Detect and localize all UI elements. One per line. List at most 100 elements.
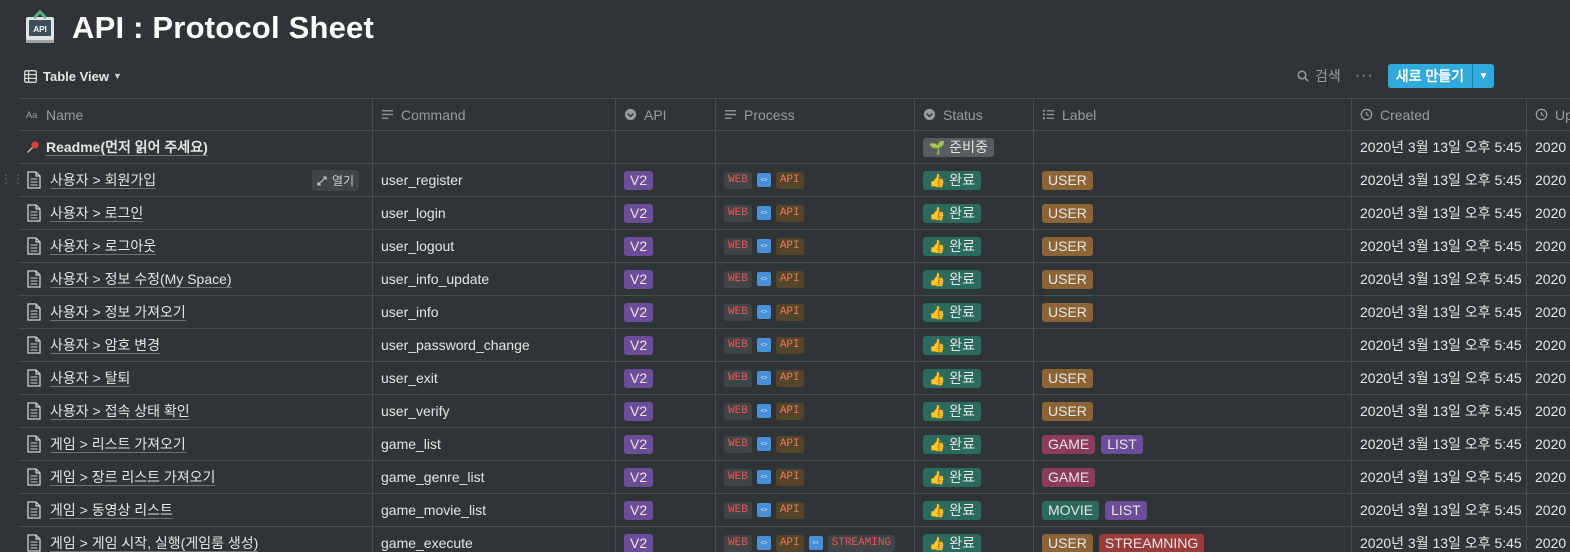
row-title[interactable]: 게임 > 게임 시작, 실행(게임룸 생성) — [50, 534, 259, 552]
label-cell[interactable]: GAME LIST — [1034, 428, 1352, 460]
table-row[interactable]: 게임 > 장르 리스트 가져오기 game_genre_list V2 WEB ⇔ API… — [18, 461, 1570, 494]
updated-cell[interactable]: 2020 — [1527, 131, 1570, 163]
created-cell[interactable]: 2020년 3월 13일 오후 5:45 — [1352, 428, 1527, 460]
table-row[interactable]: 게임 > 게임 시작, 실행(게임룸 생성) game_execute V2 WEB ⇔… — [18, 527, 1570, 552]
process-cell[interactable]: WEB ⇔ API — [716, 428, 915, 460]
label-cell[interactable]: USER — [1034, 197, 1352, 229]
table-row[interactable]: ⋮⋮ 사용자 > 회원가입 열기 user_register V2 WEB ⇔ API 👍 완료 U… — [0, 164, 1570, 197]
process-cell[interactable] — [716, 131, 915, 163]
updated-cell[interactable]: 2020 — [1527, 329, 1570, 361]
status-cell[interactable]: 👍 완료 — [915, 329, 1034, 361]
column-header-label[interactable]: Label — [1034, 99, 1352, 130]
name-cell[interactable]: 게임 > 동영상 리스트 — [18, 494, 373, 526]
column-header-process[interactable]: Process — [716, 99, 915, 130]
created-cell[interactable]: 2020년 3월 13일 오후 5:45 — [1352, 395, 1527, 427]
created-cell[interactable]: 2020년 3월 13일 오후 5:45 — [1352, 461, 1527, 493]
row-title[interactable]: 게임 > 동영상 리스트 — [50, 501, 173, 519]
label-cell[interactable] — [1034, 329, 1352, 361]
created-cell[interactable]: 2020년 3월 13일 오후 5:45 — [1352, 329, 1527, 361]
command-cell[interactable]: game_list — [373, 428, 616, 460]
name-cell[interactable]: 게임 > 리스트 가져오기 — [18, 428, 373, 460]
name-cell[interactable]: 사용자 > 정보 가져오기 — [18, 296, 373, 328]
api-cell[interactable]: V2 — [616, 362, 716, 394]
row-title[interactable]: 사용자 > 로그아웃 — [50, 237, 157, 255]
api-cell[interactable]: V2 — [616, 197, 716, 229]
command-cell[interactable]: game_execute — [373, 527, 616, 552]
name-cell[interactable]: Readme(먼저 읽어 주세요) — [18, 131, 373, 163]
table-row[interactable]: 사용자 > 탈퇴 user_exit V2 WEB ⇔ API 👍 완료 USER 2020년 3… — [18, 362, 1570, 395]
name-cell[interactable]: 사용자 > 접속 상태 확인 — [18, 395, 373, 427]
command-cell[interactable]: user_info_update — [373, 263, 616, 295]
updated-cell[interactable]: 2020 — [1527, 263, 1570, 295]
created-cell[interactable]: 2020년 3월 13일 오후 5:45 — [1352, 527, 1527, 552]
open-button[interactable]: 열기 — [312, 170, 360, 191]
updated-cell[interactable]: 2020 — [1527, 197, 1570, 229]
process-cell[interactable]: WEB ⇔ API — [716, 263, 915, 295]
label-cell[interactable]: USER — [1034, 395, 1352, 427]
table-row[interactable]: 사용자 > 로그아웃 user_logout V2 WEB ⇔ API 👍 완료 USER 202… — [18, 230, 1570, 263]
created-cell[interactable]: 2020년 3월 13일 오후 5:45 — [1352, 131, 1527, 163]
api-cell[interactable] — [616, 131, 716, 163]
created-cell[interactable]: 2020년 3월 13일 오후 5:45 — [1352, 230, 1527, 262]
process-cell[interactable]: WEB ⇔ API — [716, 461, 915, 493]
updated-cell[interactable]: 2020 — [1527, 395, 1570, 427]
table-row[interactable]: 사용자 > 암호 변경 user_password_change V2 WEB ⇔ API… — [18, 329, 1570, 362]
search-button[interactable]: 검색 — [1297, 66, 1341, 86]
view-switcher[interactable]: Table View ▼ — [24, 66, 122, 86]
created-cell[interactable]: 2020년 3월 13일 오후 5:45 — [1352, 494, 1527, 526]
row-title[interactable]: 사용자 > 암호 변경 — [50, 336, 161, 354]
table-row[interactable]: 사용자 > 정보 수정(My Space) user_info_update V2 W… — [18, 263, 1570, 296]
created-cell[interactable]: 2020년 3월 13일 오후 5:45 — [1352, 164, 1527, 196]
created-cell[interactable]: 2020년 3월 13일 오후 5:45 — [1352, 197, 1527, 229]
status-cell[interactable]: 👍 완료 — [915, 197, 1034, 229]
updated-cell[interactable]: 2020 — [1527, 461, 1570, 493]
process-cell[interactable]: WEB ⇔ API — [716, 329, 915, 361]
column-header-api[interactable]: API — [616, 99, 716, 130]
command-cell[interactable]: game_movie_list — [373, 494, 616, 526]
row-title[interactable]: 사용자 > 정보 수정(My Space) — [50, 270, 232, 288]
process-cell[interactable]: WEB ⇔ API ⇔ STREAMING — [716, 527, 915, 552]
label-cell[interactable]: USER STREAMNING — [1034, 527, 1352, 552]
name-cell[interactable]: 사용자 > 로그인 — [18, 197, 373, 229]
name-cell[interactable]: 게임 > 장르 리스트 가져오기 — [18, 461, 373, 493]
process-cell[interactable]: WEB ⇔ API — [716, 230, 915, 262]
updated-cell[interactable]: 2020 — [1527, 428, 1570, 460]
updated-cell[interactable]: 2020 — [1527, 362, 1570, 394]
process-cell[interactable]: WEB ⇔ API — [716, 362, 915, 394]
row-title[interactable]: 게임 > 리스트 가져오기 — [50, 435, 186, 453]
label-cell[interactable] — [1034, 131, 1352, 163]
column-header-command[interactable]: Command — [373, 99, 616, 130]
updated-cell[interactable]: 2020 — [1527, 164, 1570, 196]
table-row[interactable]: Readme(먼저 읽어 주세요) 🌱 준비중 2020년 3월 13일 오후 5:4… — [18, 131, 1570, 164]
updated-cell[interactable]: 2020 — [1527, 527, 1570, 552]
row-title[interactable]: 사용자 > 회원가입 — [50, 171, 157, 189]
api-cell[interactable]: V2 — [616, 527, 716, 552]
status-cell[interactable]: 👍 완료 — [915, 263, 1034, 295]
label-cell[interactable]: USER — [1034, 296, 1352, 328]
name-cell[interactable]: 사용자 > 로그아웃 — [18, 230, 373, 262]
status-cell[interactable]: 🌱 준비중 — [915, 131, 1034, 163]
label-cell[interactable]: USER — [1034, 362, 1352, 394]
table-row[interactable]: 사용자 > 정보 가져오기 user_info V2 WEB ⇔ API 👍 완료 USER 20… — [18, 296, 1570, 329]
row-title[interactable]: Readme(먼저 읽어 주세요) — [46, 138, 208, 156]
name-cell[interactable]: 사용자 > 탈퇴 — [18, 362, 373, 394]
api-book-icon[interactable]: API — [22, 10, 58, 46]
created-cell[interactable]: 2020년 3월 13일 오후 5:45 — [1352, 362, 1527, 394]
row-title[interactable]: 사용자 > 탈퇴 — [50, 369, 131, 387]
api-cell[interactable]: V2 — [616, 461, 716, 493]
name-cell[interactable]: 사용자 > 회원가입 열기 — [18, 164, 373, 196]
name-cell[interactable]: 사용자 > 정보 수정(My Space) — [18, 263, 373, 295]
command-cell[interactable] — [373, 131, 616, 163]
status-cell[interactable]: 👍 완료 — [915, 461, 1034, 493]
column-header-updated[interactable]: Up — [1527, 99, 1570, 130]
updated-cell[interactable]: 2020 — [1527, 230, 1570, 262]
created-cell[interactable]: 2020년 3월 13일 오후 5:45 — [1352, 263, 1527, 295]
table-row[interactable]: 게임 > 리스트 가져오기 game_list V2 WEB ⇔ API 👍 완료 GAME LI… — [18, 428, 1570, 461]
table-row[interactable]: 사용자 > 로그인 user_login V2 WEB ⇔ API 👍 완료 USER 2020년… — [18, 197, 1570, 230]
updated-cell[interactable]: 2020 — [1527, 494, 1570, 526]
row-title[interactable]: 사용자 > 접속 상태 확인 — [50, 402, 190, 420]
column-header-name[interactable]: Aa Name — [18, 99, 373, 130]
api-cell[interactable]: V2 — [616, 428, 716, 460]
command-cell[interactable]: user_logout — [373, 230, 616, 262]
command-cell[interactable]: user_exit — [373, 362, 616, 394]
